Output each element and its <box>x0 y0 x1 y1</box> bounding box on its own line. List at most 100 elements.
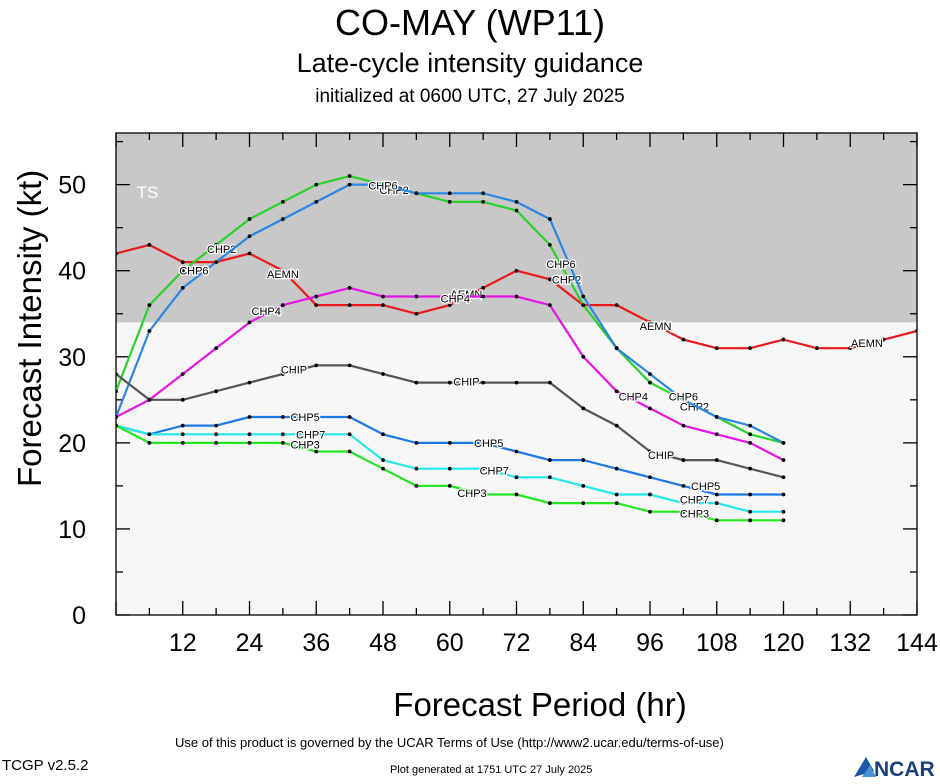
version-label: TCGP v2.5.2 <box>2 757 89 774</box>
x-tick-label: 132 <box>829 629 871 657</box>
data-point <box>648 449 652 454</box>
data-point <box>280 415 285 419</box>
data-point <box>614 423 619 428</box>
data-point <box>714 432 719 437</box>
data-point <box>447 483 452 488</box>
data-point <box>481 380 486 385</box>
data-point <box>180 260 185 265</box>
data-point <box>381 294 385 299</box>
data-point <box>781 509 786 514</box>
data-point <box>214 440 219 445</box>
ncar-logo: NCAR <box>852 755 938 781</box>
data-point <box>648 372 652 376</box>
data-point <box>381 466 385 471</box>
data-point <box>247 320 252 325</box>
data-point <box>547 303 552 308</box>
data-point <box>881 337 886 342</box>
data-point <box>147 329 152 333</box>
data-point <box>547 501 552 506</box>
data-point <box>180 432 185 437</box>
series-label: CHP5 <box>474 438 503 450</box>
data-point <box>447 303 452 308</box>
data-point <box>314 199 319 204</box>
data-point <box>748 346 753 351</box>
data-point <box>447 294 452 299</box>
data-point <box>314 432 319 437</box>
data-point <box>414 191 419 196</box>
y-tick-label: 30 <box>58 344 86 372</box>
data-point <box>280 372 285 376</box>
data-point <box>781 440 786 445</box>
data-point <box>681 501 686 506</box>
data-point <box>414 380 419 385</box>
data-point <box>280 432 285 437</box>
data-point <box>481 492 486 497</box>
series-label: CHP5 <box>691 481 720 493</box>
data-point <box>547 242 552 247</box>
data-point <box>381 432 385 437</box>
series-label: CHP6 <box>546 259 575 271</box>
ts-threshold-band <box>116 133 917 323</box>
data-point <box>648 492 652 497</box>
series-label: CHIP <box>281 365 307 377</box>
series-label: CHP7 <box>296 429 325 441</box>
series-label: CHP6 <box>669 391 698 403</box>
data-point <box>514 294 519 299</box>
data-point <box>180 286 185 290</box>
data-point <box>547 380 552 385</box>
data-point <box>314 363 319 368</box>
data-point <box>581 354 586 359</box>
data-point <box>116 372 118 376</box>
data-point <box>280 303 285 308</box>
data-point <box>614 466 619 471</box>
data-point <box>514 475 519 480</box>
data-point <box>214 242 219 247</box>
data-point <box>681 509 686 514</box>
data-point <box>280 268 285 273</box>
x-tick-label: 96 <box>636 629 664 657</box>
series-label: CHP2 <box>680 402 709 414</box>
x-tick-label: 48 <box>369 629 397 657</box>
data-point <box>547 475 552 480</box>
data-point <box>547 458 552 462</box>
data-point <box>414 440 419 445</box>
data-point <box>748 423 753 428</box>
data-point <box>247 415 252 419</box>
x-axis-label: Forecast Period (hr) <box>393 686 687 723</box>
data-point <box>915 329 917 333</box>
x-tick-label: 120 <box>763 629 805 657</box>
data-point <box>247 217 252 221</box>
data-point <box>381 182 385 187</box>
data-point <box>681 483 686 488</box>
data-point <box>614 389 619 394</box>
data-point <box>180 423 185 428</box>
x-tick-label: 60 <box>436 629 464 657</box>
data-point <box>381 372 385 376</box>
data-point <box>347 432 352 437</box>
series-label: AEMN <box>451 289 483 301</box>
series-chp4: CHP4 CHP4 CHP4 <box>116 286 786 462</box>
data-point <box>347 449 352 454</box>
data-point <box>481 466 486 471</box>
data-point <box>514 208 519 213</box>
series-label: CHIP <box>453 377 479 389</box>
series-label: CHP7 <box>680 495 709 507</box>
data-point <box>748 509 753 514</box>
data-point <box>180 268 185 273</box>
data-point <box>581 406 586 411</box>
data-point <box>714 492 719 497</box>
y-axis-label: Forecast Intensity (kt) <box>11 169 48 487</box>
data-point <box>314 294 319 299</box>
series-label: CHP3 <box>680 508 709 520</box>
x-tick-label: 84 <box>569 629 597 657</box>
data-point <box>280 440 285 445</box>
data-point <box>414 483 419 488</box>
data-point <box>648 320 652 325</box>
data-point <box>547 217 552 221</box>
data-point <box>280 217 285 221</box>
data-point <box>314 415 319 419</box>
data-point <box>648 406 652 411</box>
data-point <box>116 389 118 394</box>
data-point <box>748 492 753 497</box>
data-point <box>247 432 252 437</box>
